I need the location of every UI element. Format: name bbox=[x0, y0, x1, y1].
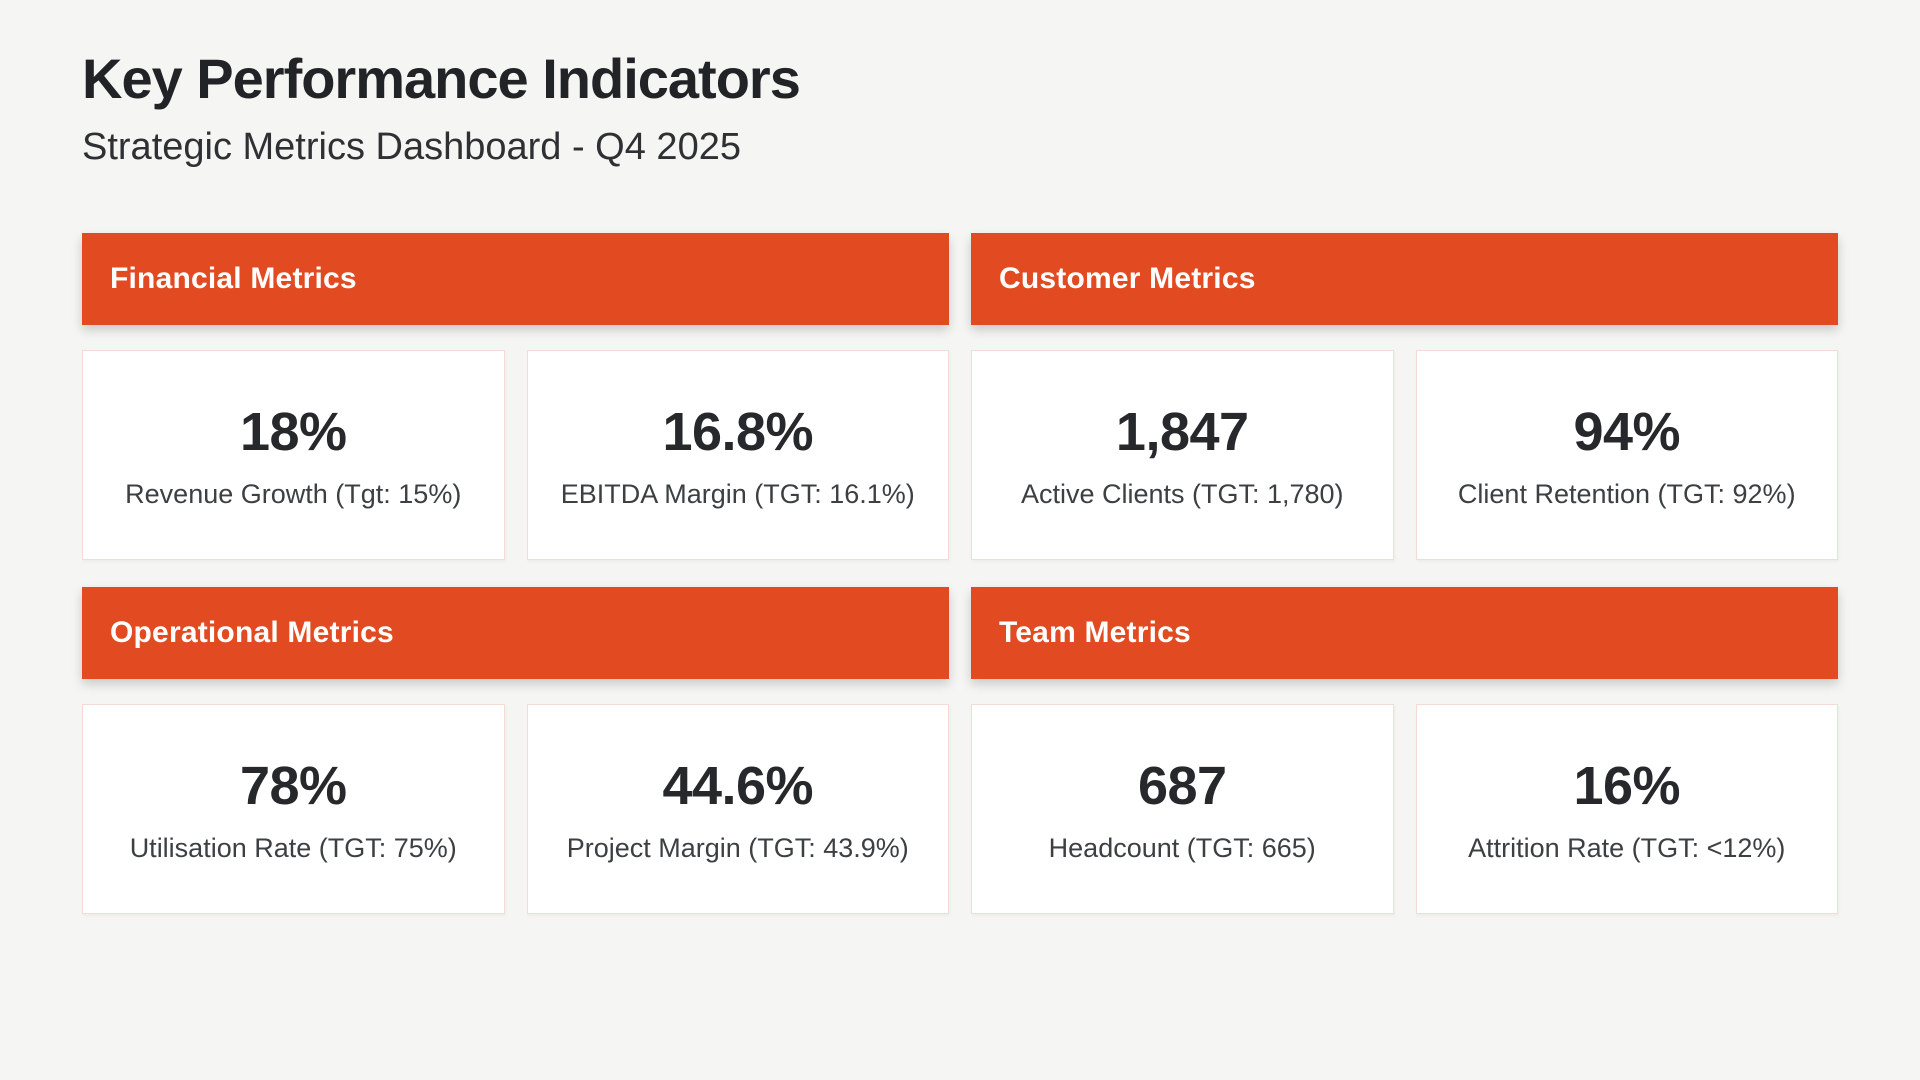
metric-card-attrition-rate: 16% Attrition Rate (TGT: <12%) bbox=[1415, 704, 1838, 915]
metric-label: EBITDA Margin (TGT: 16.1%) bbox=[560, 478, 915, 509]
metric-label: Attrition Rate (TGT: <12%) bbox=[1468, 832, 1786, 863]
metric-label: Client Retention (TGT: 92%) bbox=[1457, 478, 1796, 509]
section-header-team: Team Metrics bbox=[971, 587, 1838, 680]
cards-row: 18% Revenue Growth (Tgt: 15%) 16.8% EBIT… bbox=[82, 350, 949, 561]
metric-card-project-margin: 44.6% Project Margin (TGT: 43.9%) bbox=[526, 704, 949, 915]
section-financial-metrics: Financial Metrics 18% Revenue Growth (Tg… bbox=[82, 233, 949, 561]
metric-value: 44.6% bbox=[662, 755, 814, 816]
section-header-operational: Operational Metrics bbox=[82, 587, 949, 680]
metric-label: Revenue Growth (Tgt: 15%) bbox=[125, 478, 462, 509]
metric-card-utilisation-rate: 78% Utilisation Rate (TGT: 75%) bbox=[82, 704, 505, 915]
section-header-financial: Financial Metrics bbox=[82, 233, 949, 326]
section-header-customer: Customer Metrics bbox=[971, 233, 1838, 326]
section-customer-metrics: Customer Metrics 1,847 Active Clients (T… bbox=[971, 233, 1838, 561]
sections-grid: Financial Metrics 18% Revenue Growth (Tg… bbox=[82, 233, 1838, 915]
metric-value: 16% bbox=[1573, 755, 1681, 816]
page-subtitle: Strategic Metrics Dashboard - Q4 2025 bbox=[82, 125, 741, 168]
metric-label: Project Margin (TGT: 43.9%) bbox=[566, 832, 909, 863]
section-title: Customer Metrics bbox=[999, 262, 1256, 296]
page-title: Key Performance Indicators bbox=[82, 47, 801, 110]
cards-row: 687 Headcount (TGT: 665) 16% Attrition R… bbox=[971, 704, 1838, 915]
metric-card-revenue-growth: 18% Revenue Growth (Tgt: 15%) bbox=[82, 350, 505, 561]
metric-label: Utilisation Rate (TGT: 75%) bbox=[129, 832, 457, 863]
metric-label: Active Clients (TGT: 1,780) bbox=[1020, 478, 1344, 509]
section-title: Team Metrics bbox=[999, 616, 1191, 650]
cards-row: 78% Utilisation Rate (TGT: 75%) 44.6% Pr… bbox=[82, 704, 949, 915]
kpi-dashboard-page: Key Performance Indicators Strategic Met… bbox=[82, 47, 1838, 915]
metric-card-headcount: 687 Headcount (TGT: 665) bbox=[971, 704, 1394, 915]
metric-label: Headcount (TGT: 665) bbox=[1048, 832, 1316, 863]
cards-row: 1,847 Active Clients (TGT: 1,780) 94% Cl… bbox=[971, 350, 1838, 561]
metric-card-active-clients: 1,847 Active Clients (TGT: 1,780) bbox=[971, 350, 1394, 561]
section-title: Financial Metrics bbox=[110, 262, 357, 296]
metric-value: 94% bbox=[1573, 401, 1681, 462]
metric-value: 1,847 bbox=[1115, 401, 1249, 462]
section-team-metrics: Team Metrics 687 Headcount (TGT: 665) 16… bbox=[971, 587, 1838, 915]
metric-value: 16.8% bbox=[662, 401, 814, 462]
metric-value: 78% bbox=[239, 755, 347, 816]
metric-value: 18% bbox=[239, 401, 347, 462]
metric-card-client-retention: 94% Client Retention (TGT: 92%) bbox=[1415, 350, 1838, 561]
metric-value: 687 bbox=[1137, 755, 1227, 816]
metric-card-ebitda-margin: 16.8% EBITDA Margin (TGT: 16.1%) bbox=[526, 350, 949, 561]
section-operational-metrics: Operational Metrics 78% Utilisation Rate… bbox=[82, 587, 949, 915]
section-title: Operational Metrics bbox=[110, 616, 394, 650]
